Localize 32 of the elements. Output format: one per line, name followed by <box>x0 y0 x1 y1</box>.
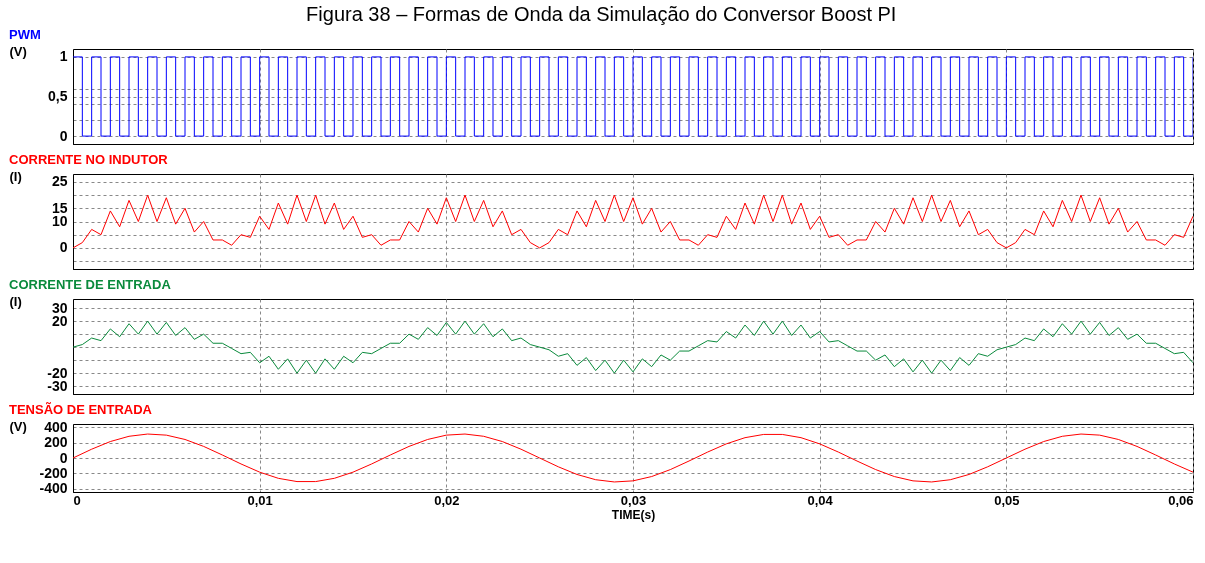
x-tick-label: 0,04 <box>807 492 834 508</box>
line-series <box>73 433 1193 483</box>
chart-title: Figura 38 – Formas de Onda da Simulação do Conversor Boost PI <box>306 2 897 25</box>
y-tick-label: 0 <box>59 239 68 256</box>
y-tick-label: 400 <box>44 418 68 435</box>
y-tick-label: 0 <box>59 127 68 144</box>
x-tick-label: 0,03 <box>620 492 647 508</box>
line-series <box>73 194 1193 249</box>
x-tick-label: 0 <box>73 492 81 508</box>
y-tick-label: -200 <box>39 464 68 481</box>
y-axis-title: (I) <box>9 168 22 184</box>
x-tick-label: 0,05 <box>994 492 1020 508</box>
chart-title: TENSÃO DE ENTRADA <box>9 402 153 417</box>
y-tick-label: 15 <box>51 199 68 216</box>
y-tick-label: 25 <box>51 173 68 190</box>
y-tick-label: 0,5 <box>48 88 68 104</box>
x-axis-title: TIME(s) <box>611 507 656 522</box>
x-tick-label: 0,06 <box>1168 492 1194 508</box>
line-series <box>73 320 1193 374</box>
x-tick-label: 0,02 <box>434 492 460 508</box>
y-tick-label: -400 <box>39 480 68 497</box>
y-axis-title: (V) <box>9 418 27 434</box>
y-axis-title: (I) <box>9 293 22 309</box>
y-tick-label: 0 <box>59 449 68 466</box>
chart-title: CORRENTE DE ENTRADA <box>9 277 172 292</box>
chart-subtitle: PWM <box>9 27 41 42</box>
y-tick-label: 200 <box>44 434 68 451</box>
y-tick-label: 10 <box>51 213 68 229</box>
y-tick-label: 1 <box>59 48 68 65</box>
x-tick-label: 0,01 <box>247 492 273 508</box>
y-axis-title: (V) <box>9 43 27 59</box>
chart-title: CORRENTE NO INDUTOR <box>9 152 169 167</box>
